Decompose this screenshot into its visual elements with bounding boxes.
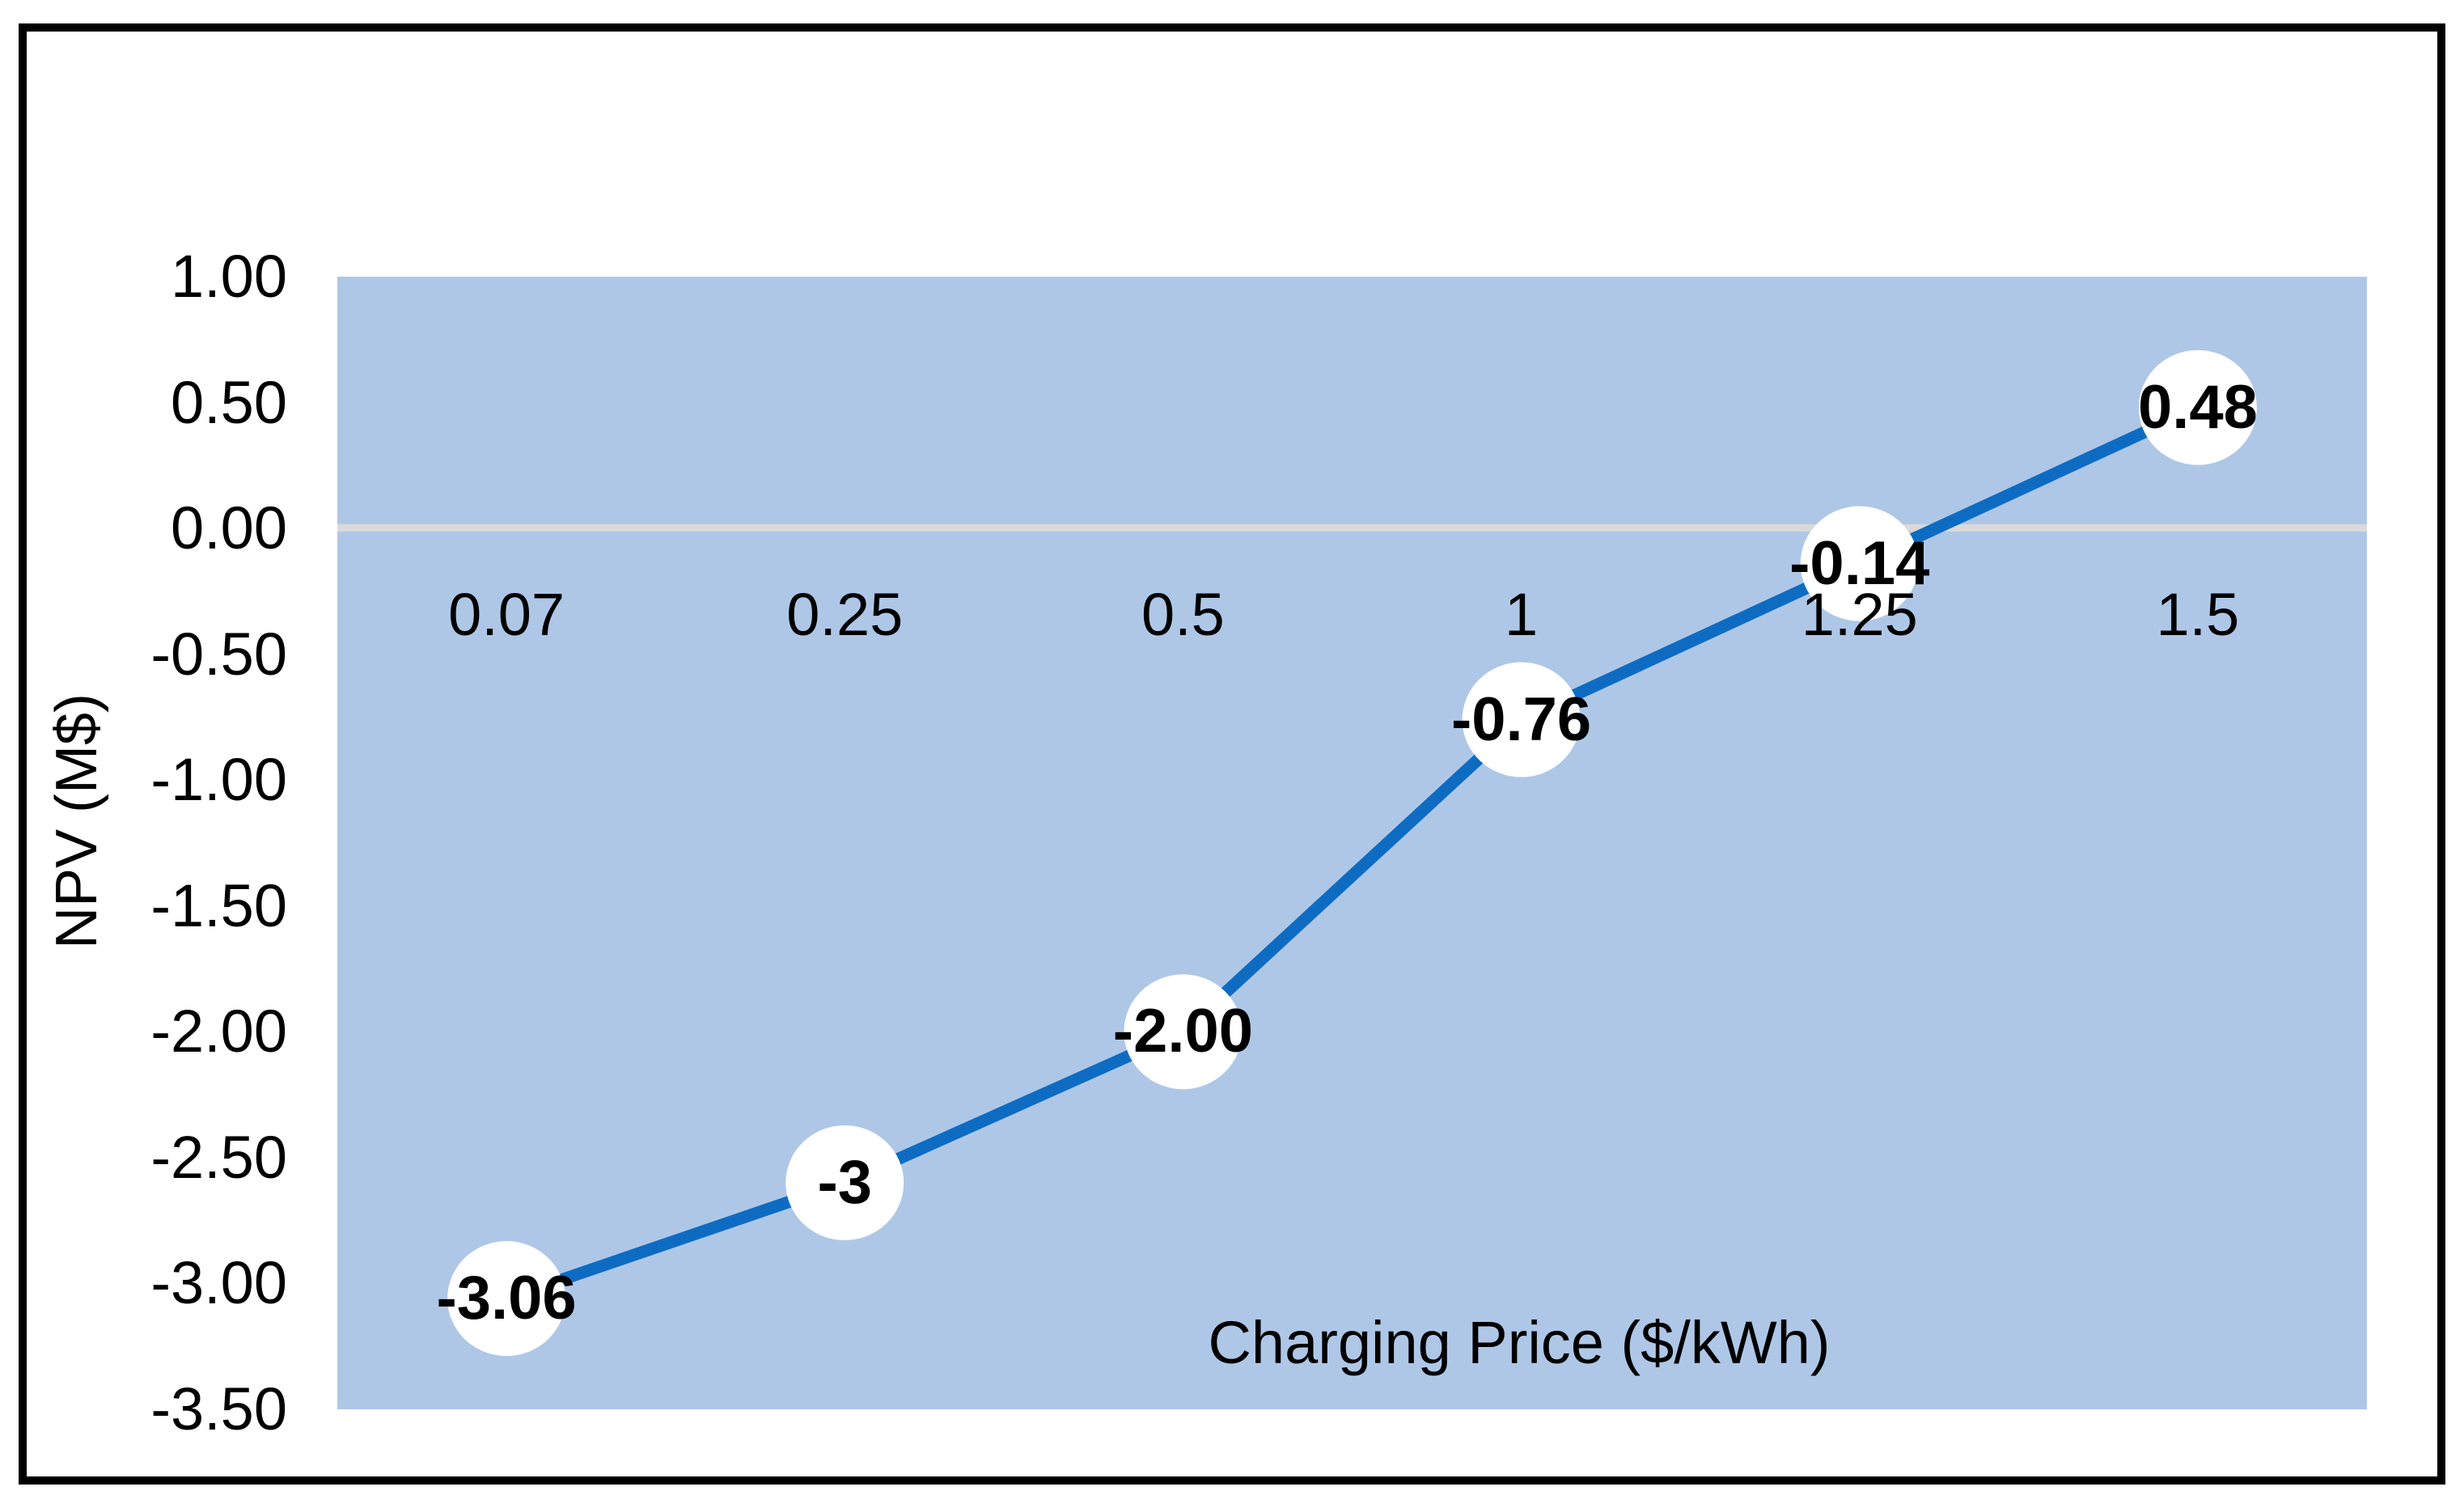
y-tick-label: -1.00 (150, 746, 287, 814)
line-series (447, 349, 2257, 1357)
x-tick-label: 0.5 (1141, 581, 1225, 649)
series-line (504, 401, 2201, 1305)
x-tick-label: 1.25 (1801, 581, 1918, 649)
data-point-marker (785, 1125, 904, 1240)
y-tick-label: 0.00 (170, 494, 287, 562)
y-tick-label: -0.50 (150, 620, 287, 688)
x-tick-label: 0.07 (448, 581, 565, 649)
data-label: -2.00 (1112, 997, 1254, 1066)
data-label: -0.76 (1450, 684, 1592, 754)
y-tick-label: -1.50 (150, 871, 287, 939)
data-point-marker (1124, 974, 1243, 1090)
y-tick-label: -3.00 (150, 1249, 287, 1317)
x-axis-title: Charging Price ($/kWh) (1208, 1309, 1831, 1376)
data-point-marker (1462, 662, 1581, 777)
x-tick-label: 0.25 (786, 581, 904, 649)
data-point-marker (2138, 349, 2257, 465)
data-label: -3 (817, 1148, 873, 1217)
data-label: -3.06 (436, 1264, 577, 1333)
y-tick-label: 1.00 (170, 243, 287, 310)
plot-area (337, 277, 2367, 1409)
y-tick-label: -2.00 (150, 998, 287, 1065)
y-tick-label: -2.50 (150, 1123, 287, 1191)
data-label: 0.48 (2137, 372, 2258, 442)
y-axis-title: NPV (M$) (44, 693, 109, 950)
data-point-marker (1800, 506, 1919, 621)
x-tick-label: 1 (1505, 581, 1539, 649)
x-tick-label: 1.5 (2156, 581, 2240, 649)
data-label: -0.14 (1789, 528, 1930, 598)
y-tick-label: 0.50 (170, 368, 287, 436)
data-point-marker (447, 1241, 566, 1357)
zero-axis-line (337, 524, 2367, 532)
y-tick-label: -3.50 (150, 1375, 287, 1442)
